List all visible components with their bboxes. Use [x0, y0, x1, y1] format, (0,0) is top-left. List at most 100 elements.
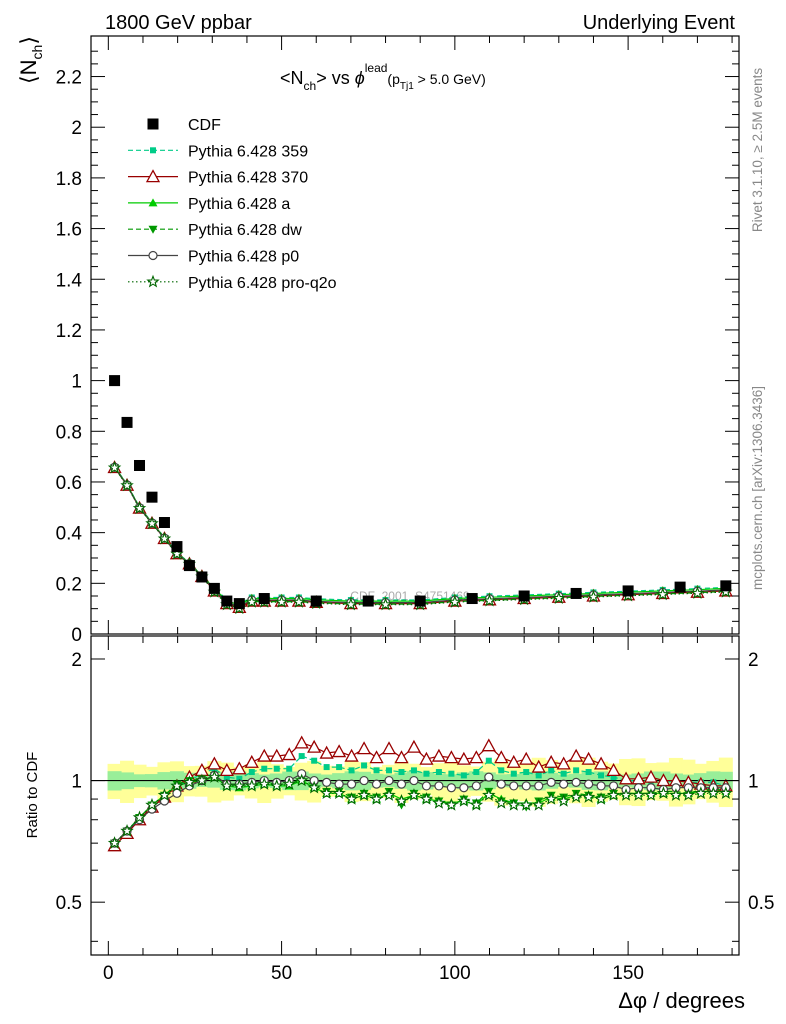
ratio-point [494, 750, 509, 764]
mc-point [482, 593, 497, 607]
ratio-point [457, 793, 471, 807]
ratio-point [596, 781, 606, 791]
ratio-point [282, 747, 297, 761]
header-left: 1800 GeV ppbar [105, 12, 252, 34]
ratio-point [534, 781, 544, 791]
ratio-point [369, 791, 384, 805]
ratio-point [471, 781, 481, 791]
ratio-point [656, 786, 671, 800]
ratio-point [257, 777, 271, 790]
ratio-point [507, 797, 521, 811]
data-point [258, 593, 270, 605]
ratio-point [598, 772, 605, 779]
svg-text:⟨Nch⟩: ⟨Nch⟩ [16, 36, 45, 84]
ratio-point [410, 767, 417, 774]
ratio-point [569, 748, 584, 762]
ratio-y-tick-label: 1 [71, 772, 82, 793]
ratio-point [170, 778, 184, 792]
mc-point [448, 594, 462, 608]
data-point [466, 593, 478, 605]
ratio-point [606, 788, 621, 801]
ratio-point [407, 788, 421, 801]
mc-point [274, 594, 289, 608]
mc-point [690, 586, 705, 599]
legend-label: Pythia 6.428 p0 [188, 249, 299, 266]
ratio-y-tick-label: 2 [71, 650, 82, 671]
main-title: <Nch> vs ϕlead(pTj1 > 5.0 GeV) [280, 61, 486, 93]
mc-point [157, 531, 172, 545]
legend-marker [146, 274, 160, 288]
ratio-point [510, 770, 517, 777]
data-point [310, 595, 322, 607]
ratio-point [406, 739, 422, 753]
ratio-point [245, 778, 259, 792]
ratio-y-tick-label: 0.5 [56, 893, 82, 914]
ratio-point [307, 739, 322, 753]
ratio-point [307, 780, 321, 794]
ratio-point [286, 765, 293, 772]
legend-marker [147, 118, 159, 130]
data-point [570, 587, 582, 599]
ratio-point [398, 769, 405, 776]
ratio-point [270, 778, 284, 792]
ratio-point [384, 775, 394, 786]
ratio-point [257, 748, 272, 762]
ratio-point [631, 788, 646, 801]
ratio-point [531, 759, 546, 773]
ratio-point [145, 797, 159, 811]
ratio-point [482, 788, 496, 801]
ratio-point [519, 751, 534, 765]
ratio-point [435, 769, 442, 776]
ratio-point [469, 797, 484, 811]
main-panel: CDF_2001_S475146900.20.40.60.811.21.41.6… [56, 35, 740, 646]
data-point [720, 580, 732, 592]
ratio-point [244, 754, 259, 768]
y-tick-label: 0.8 [56, 422, 82, 443]
ratio-point [373, 767, 380, 774]
data-point [196, 571, 208, 583]
mc-curve [114, 466, 726, 605]
ratio-point [593, 756, 609, 770]
ratio-point [544, 791, 558, 805]
ratio-point [232, 778, 247, 792]
ratio-point [273, 765, 280, 772]
rivet-version-label: Rivet 3.1.10, ≥ 2.5M events [750, 68, 765, 232]
y-tick-label: 2.2 [56, 68, 82, 89]
ratio-point [506, 754, 521, 768]
ratio-point [357, 788, 371, 801]
ratio-point [585, 769, 592, 776]
data-point [362, 595, 374, 607]
ratio-point [618, 771, 634, 785]
data-point [134, 459, 146, 471]
legend-marker [148, 225, 158, 234]
x-tick-label: 0 [103, 963, 114, 984]
ratio-point [282, 777, 296, 790]
ratio-point [322, 777, 332, 787]
ratio-point [332, 744, 347, 758]
ratio-point [448, 770, 455, 777]
ratio-point [344, 748, 359, 762]
ratio-ylabel: Ratio to CDF [24, 752, 41, 839]
mcplots-label: mcplots.cern.ch [arXiv:1306.3436] [750, 386, 765, 590]
ratio-point [319, 745, 334, 759]
ratio-point [694, 786, 708, 800]
ratio-point [294, 735, 309, 749]
mc-curve [114, 467, 726, 609]
ratio-point [681, 788, 696, 801]
ratio-point [669, 788, 683, 801]
ratio-point [644, 788, 658, 801]
ratio-point [207, 770, 222, 783]
ratio-point [386, 767, 393, 774]
mc-curve [114, 467, 726, 610]
ratio-point [409, 775, 419, 786]
legend-label: Pythia 6.428 370 [188, 170, 308, 187]
ratio-point [361, 762, 368, 769]
y-tick-label: 1.8 [56, 169, 82, 190]
mc-curve [114, 466, 726, 608]
legend-marker [148, 198, 158, 207]
ratio-point [269, 748, 284, 762]
ratio-point [311, 757, 318, 764]
data-point [414, 595, 426, 607]
ratio-point [523, 769, 530, 776]
